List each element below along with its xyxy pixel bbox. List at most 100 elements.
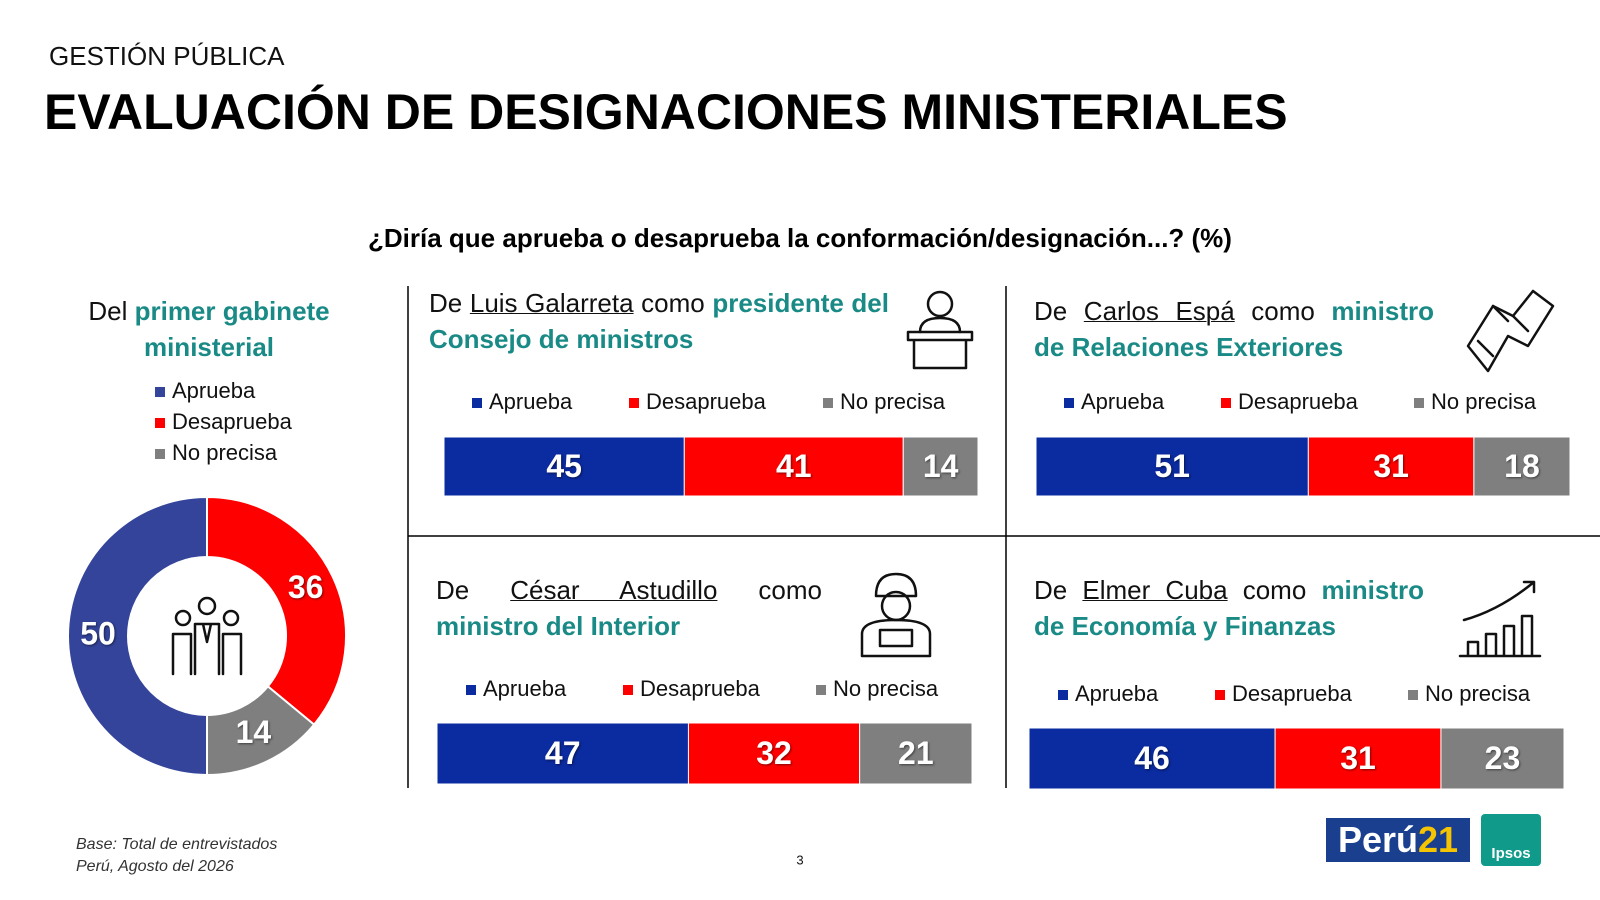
title-name: Luis Galarreta — [469, 288, 634, 318]
logo-peru21 — [1324, 816, 1472, 864]
bar-segment — [1473, 436, 1571, 497]
legend-label: Desaprueba — [172, 409, 293, 434]
bar-segment — [436, 722, 689, 785]
title-lead: De — [429, 288, 463, 318]
bar-segment — [902, 436, 979, 497]
page-number: 3 — [796, 852, 803, 867]
title-link: como — [641, 288, 705, 318]
legend-swatch — [466, 685, 476, 695]
title-name: Elmer Cuba — [1082, 575, 1228, 605]
legend-label: No precisa — [833, 676, 939, 701]
value-label: 18 — [1504, 448, 1540, 484]
panel-title: De Elmer Cuba como ministro de Economía … — [1034, 572, 1424, 644]
legend-swatch — [1221, 398, 1231, 408]
bar-segment — [443, 436, 685, 497]
legend-swatch — [155, 449, 165, 459]
question: ¿Diría que aprueba o desaprueba la confo… — [368, 223, 1232, 253]
value-label: 32 — [756, 735, 792, 771]
legend-swatch — [623, 685, 633, 695]
title-role: ministro del Interior — [436, 611, 681, 641]
footnote: Base: Total de entrevistados — [76, 836, 277, 853]
legend-label: Aprueba — [1081, 389, 1165, 414]
title-name: César Astudillo — [510, 575, 718, 605]
title-role: ministro de Relaciones Exteriores — [1034, 296, 1434, 362]
legend-swatch — [155, 387, 165, 397]
legend-swatch — [629, 398, 639, 408]
bar-segment — [687, 722, 861, 785]
bar-segment — [1028, 727, 1276, 790]
donut-segment — [206, 684, 316, 777]
donut-segment — [67, 495, 208, 777]
value-label: 21 — [898, 735, 934, 771]
title-link: como — [758, 575, 822, 605]
icon-handshake — [1466, 289, 1555, 373]
footnote: Perú, Agosto del 2026 — [76, 858, 234, 875]
bar-segment — [859, 722, 973, 785]
icon-growth-chart — [1458, 580, 1542, 658]
value-label: 23 — [1485, 740, 1521, 776]
icon-podium — [906, 290, 974, 370]
title-lead: De — [1034, 575, 1068, 605]
panel-title: De Carlos Espá como ministro de Relacion… — [1034, 293, 1434, 365]
value-label: 14 — [923, 448, 959, 484]
value-label: 31 — [1373, 448, 1409, 484]
bar-segment — [1274, 727, 1442, 790]
logo-text: 21 — [1418, 819, 1458, 860]
panel-title: Del primer gabinete ministerial — [59, 293, 359, 365]
legend-swatch — [1215, 690, 1225, 700]
value-label: 31 — [1340, 740, 1376, 776]
logo-ipsos — [1481, 814, 1541, 866]
legend-label: Aprueba — [489, 389, 573, 414]
legend-label: Aprueba — [483, 676, 567, 701]
logo-ipsos-text: Ipsos — [1491, 845, 1530, 862]
legend-label: Aprueba — [172, 378, 256, 403]
legend-label: Aprueba — [1075, 681, 1159, 706]
legend-label: No precisa — [840, 389, 946, 414]
title-link: como — [1251, 296, 1315, 326]
legend-swatch — [472, 398, 482, 408]
title-lead: De — [436, 575, 470, 605]
logo-peru21-text: Perú21 — [1338, 819, 1458, 860]
legend-label: Desaprueba — [1232, 681, 1353, 706]
legend-label: Desaprueba — [646, 389, 767, 414]
value-label: 41 — [776, 448, 812, 484]
legend-label: No precisa — [172, 440, 278, 465]
legend-swatch — [816, 685, 826, 695]
bar-segment — [1307, 436, 1475, 497]
logo-text: Perú — [1338, 819, 1418, 860]
value-label: 50 — [80, 615, 116, 651]
icon-worker — [860, 572, 932, 658]
title-name: Carlos Espá — [1083, 296, 1235, 326]
panel-title: De César Astudillo como ministro del Int… — [436, 572, 822, 644]
value-label: 51 — [1154, 448, 1190, 484]
value-label: 36 — [288, 569, 324, 605]
title-link: como — [1242, 575, 1307, 605]
legend-label: No precisa — [1431, 389, 1537, 414]
slide-title: EVALUACIÓN DE DESIGNACIONES MINISTERIALE… — [44, 84, 1288, 140]
bar-segment — [683, 436, 904, 497]
value-label: 47 — [545, 735, 581, 771]
bar-segment — [1035, 436, 1309, 497]
legend-swatch — [155, 418, 165, 428]
legend-swatch — [1064, 398, 1074, 408]
icon-team — [171, 596, 243, 676]
legend-label: Desaprueba — [640, 676, 761, 701]
kicker: GESTIÓN PÚBLICA — [49, 41, 285, 71]
value-label: 46 — [1134, 740, 1170, 776]
value-label: 45 — [546, 448, 582, 484]
panel-title: De Luis Galarreta como presidente del Co… — [429, 285, 889, 357]
legend-swatch — [1408, 690, 1418, 700]
legend-label: No precisa — [1425, 681, 1531, 706]
legend-label: Desaprueba — [1238, 389, 1359, 414]
donut-segment — [206, 495, 347, 727]
title-role: primer gabinete ministerial — [134, 296, 330, 362]
value-label: 14 — [236, 714, 272, 750]
title-lead: Del — [88, 296, 128, 326]
legend-swatch — [1058, 690, 1068, 700]
title-role: presidente del Consejo de ministros — [429, 288, 889, 354]
legend-swatch — [1414, 398, 1424, 408]
title-role: ministro de Economía y Finanzas — [1034, 575, 1425, 641]
bar-segment — [1440, 727, 1565, 790]
